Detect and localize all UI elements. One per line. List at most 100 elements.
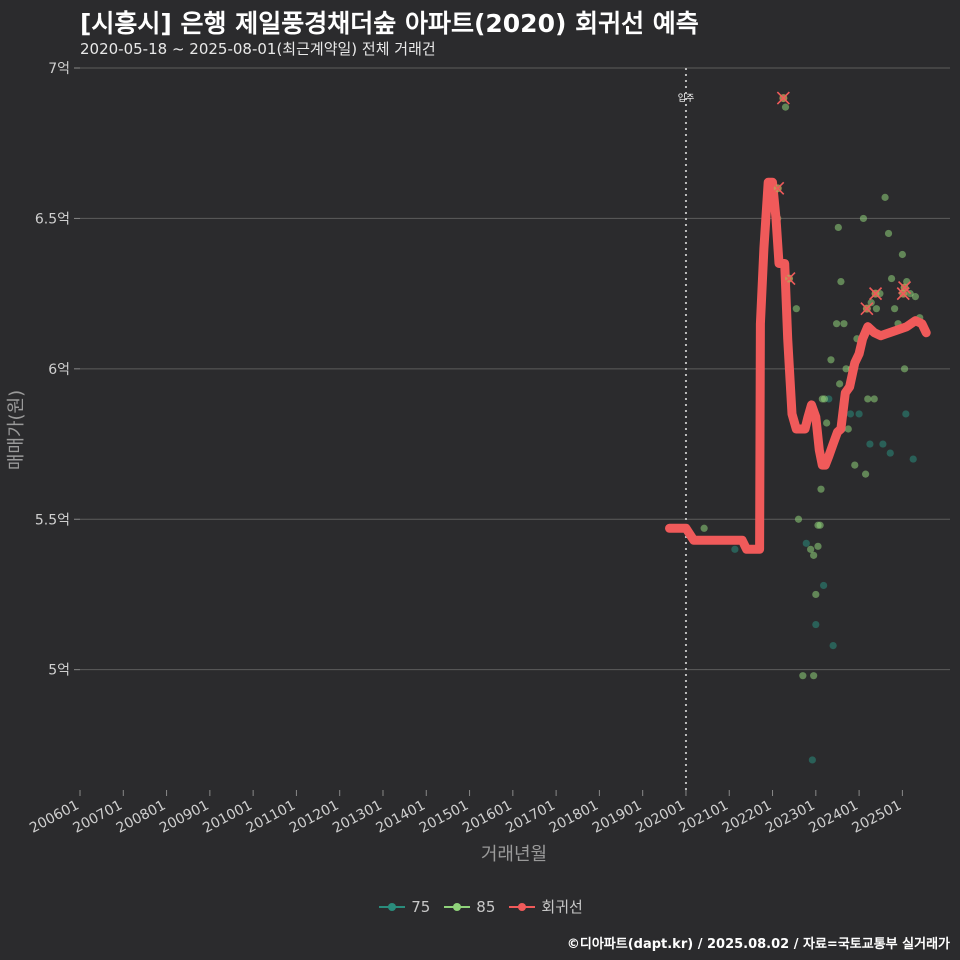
- legend-key-85-icon: [442, 898, 472, 916]
- point-85: [844, 425, 852, 433]
- point-85: [872, 305, 881, 313]
- point-85: [812, 590, 820, 599]
- point-85: [900, 365, 909, 373]
- y-tick-label: 5.5억: [35, 512, 70, 528]
- x-tick-label: 201901: [590, 797, 645, 836]
- point-75: [808, 756, 816, 764]
- x-tick-label: 200901: [157, 797, 212, 836]
- x-tick-label: 201201: [287, 797, 342, 836]
- x-tick-label: 200601: [27, 797, 82, 836]
- y-tick-label: 6억: [48, 362, 70, 378]
- outlier-x-mark: [860, 302, 874, 316]
- point-75: [855, 410, 863, 418]
- x-tick-label: 201101: [244, 797, 299, 836]
- legend-label-regression: 회귀선: [541, 898, 583, 916]
- outlier-x-mark: [868, 287, 883, 301]
- chart-subtitle: 2020-05-18 ~ 2025-08-01(최근계약일) 전체 거래건: [80, 40, 436, 58]
- legend-item-75[interactable]: 75: [377, 898, 430, 916]
- point-85: [792, 305, 800, 313]
- legend-dot: [518, 902, 527, 911]
- x-tick-label: 201501: [417, 797, 472, 836]
- point-85: [898, 250, 906, 259]
- outlier-x-mark: [782, 272, 796, 286]
- regression-line: [665, 177, 931, 554]
- legend-label-75: 75: [411, 897, 431, 916]
- point-75: [879, 440, 887, 448]
- point-85: [781, 103, 790, 111]
- point-85: [837, 277, 845, 286]
- point-75: [731, 545, 739, 553]
- legend-item-85[interactable]: 85: [442, 898, 495, 916]
- point-85: [799, 672, 807, 680]
- point-85: [887, 274, 896, 283]
- x-tick-label: 202301: [763, 797, 818, 836]
- x-tick-label: 201001: [200, 797, 255, 836]
- legend-key-75-icon: [377, 898, 407, 916]
- source-caption: ©디아파트(dapt.kr) / 2025.08.02 / 자료=국토교통부 실…: [566, 937, 950, 952]
- x-tick-label: 201401: [373, 797, 428, 836]
- x-tick-label: 202401: [806, 797, 861, 836]
- point-85: [814, 521, 822, 529]
- point-85: [851, 461, 859, 469]
- point-85: [817, 485, 825, 493]
- point-85: [881, 193, 889, 201]
- legend-dot: [388, 902, 397, 911]
- x-tick-label: 202201: [720, 797, 775, 836]
- outlier-marks: [771, 91, 912, 316]
- point-85: [884, 229, 893, 238]
- point-75: [866, 440, 874, 448]
- y-axis-label: 매매가(원): [6, 390, 27, 470]
- x-axis-label: 거래년월: [481, 844, 547, 865]
- point-85: [827, 356, 835, 364]
- x-tick-label: 201601: [460, 797, 515, 836]
- point-85: [794, 515, 803, 523]
- axes: 5억5.5억6억6.5억7억20060120070120080120090120…: [27, 61, 904, 837]
- regression-line-group: [665, 177, 931, 554]
- point-75: [846, 410, 855, 418]
- point-85: [842, 365, 850, 373]
- legend-dot: [453, 902, 462, 911]
- point-85: [810, 672, 818, 680]
- x-tick-label: 202101: [676, 797, 731, 836]
- legend-item-regression[interactable]: 회귀선: [507, 896, 583, 917]
- point-75: [909, 455, 917, 463]
- outlier-x-mark: [896, 287, 910, 301]
- point-85: [867, 299, 875, 307]
- point-85: [864, 395, 872, 403]
- point-75: [902, 410, 910, 418]
- point-85: [840, 320, 848, 328]
- chart-title: [시흥시] 은행 제일풍경채더숲 아파트(2020) 회귀선 예측: [80, 9, 699, 38]
- legend-key-regression-icon: [507, 898, 537, 916]
- point-85: [890, 305, 899, 313]
- point-75: [812, 620, 820, 629]
- point-75: [802, 539, 810, 547]
- x-tick-label: 202001: [633, 797, 688, 836]
- x-tick-label: 201301: [330, 797, 385, 836]
- point-75: [820, 581, 828, 590]
- point-75: [886, 449, 894, 457]
- scatter-points: [700, 103, 926, 764]
- point-85: [836, 380, 844, 388]
- y-tick-label: 6.5억: [35, 211, 70, 227]
- point-85: [861, 470, 870, 478]
- point-85: [911, 293, 919, 301]
- move-in-label: 입주: [678, 92, 695, 104]
- legend: 75 85 회귀선: [0, 896, 960, 917]
- legend-label-85: 85: [476, 897, 496, 916]
- y-tick-label: 5억: [48, 663, 70, 679]
- outlier-x-mark: [771, 181, 785, 195]
- x-tick-label: 200801: [114, 797, 169, 836]
- point-85: [870, 395, 878, 403]
- point-75: [829, 642, 837, 650]
- x-tick-label: 200701: [70, 797, 125, 836]
- outlier-x-mark: [776, 91, 790, 105]
- point-85: [834, 223, 842, 232]
- point-85: [814, 542, 822, 550]
- x-tick-label: 201801: [547, 797, 602, 836]
- point-85: [859, 214, 868, 223]
- x-tick-label: 201701: [503, 797, 558, 836]
- point-85: [807, 545, 815, 553]
- point-85: [832, 320, 841, 328]
- point-85: [700, 524, 708, 532]
